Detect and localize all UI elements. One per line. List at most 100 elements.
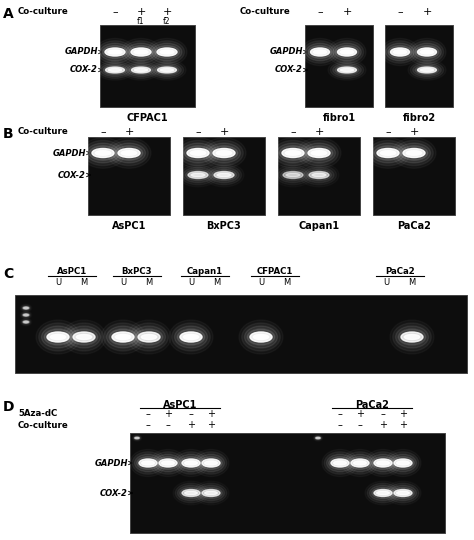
- Ellipse shape: [316, 437, 320, 438]
- Ellipse shape: [135, 437, 139, 438]
- Ellipse shape: [198, 485, 225, 501]
- Text: Capan1: Capan1: [299, 221, 339, 231]
- Ellipse shape: [208, 143, 240, 163]
- Ellipse shape: [183, 167, 213, 183]
- Text: –: –: [189, 409, 193, 419]
- Ellipse shape: [159, 459, 177, 467]
- Ellipse shape: [395, 140, 433, 166]
- Ellipse shape: [333, 43, 361, 61]
- Ellipse shape: [155, 454, 182, 472]
- Text: +: +: [219, 127, 228, 137]
- Ellipse shape: [157, 48, 177, 56]
- Ellipse shape: [47, 332, 69, 342]
- Ellipse shape: [313, 50, 327, 54]
- Ellipse shape: [335, 65, 359, 75]
- Ellipse shape: [23, 321, 29, 323]
- Ellipse shape: [395, 326, 428, 348]
- Ellipse shape: [160, 69, 173, 71]
- Ellipse shape: [276, 143, 310, 163]
- Ellipse shape: [330, 41, 364, 63]
- Ellipse shape: [139, 459, 157, 467]
- Text: Co-culture: Co-culture: [18, 127, 69, 136]
- Text: PaCa2: PaCa2: [355, 400, 389, 410]
- Ellipse shape: [157, 67, 176, 73]
- Ellipse shape: [180, 332, 202, 342]
- Ellipse shape: [109, 329, 137, 345]
- Ellipse shape: [370, 485, 396, 501]
- Ellipse shape: [398, 329, 426, 345]
- Text: CFPAC1: CFPAC1: [257, 267, 293, 276]
- Ellipse shape: [401, 332, 423, 342]
- Ellipse shape: [24, 321, 28, 322]
- Ellipse shape: [73, 332, 95, 342]
- Bar: [373, 137, 455, 215]
- Ellipse shape: [180, 488, 202, 498]
- Ellipse shape: [418, 67, 437, 73]
- Ellipse shape: [153, 63, 181, 77]
- Text: +: +: [422, 7, 432, 17]
- Ellipse shape: [397, 491, 410, 495]
- Ellipse shape: [44, 329, 72, 345]
- Ellipse shape: [216, 151, 232, 156]
- Ellipse shape: [390, 485, 417, 501]
- Text: +: +: [379, 420, 387, 430]
- Ellipse shape: [331, 459, 349, 467]
- Text: M: M: [409, 278, 416, 287]
- Text: f2: f2: [163, 17, 171, 26]
- Ellipse shape: [185, 170, 210, 180]
- Ellipse shape: [308, 45, 332, 58]
- Ellipse shape: [179, 140, 217, 166]
- Ellipse shape: [397, 461, 410, 465]
- Ellipse shape: [217, 173, 231, 177]
- Ellipse shape: [67, 326, 100, 348]
- Ellipse shape: [177, 454, 204, 472]
- Ellipse shape: [202, 489, 220, 496]
- Text: COX-2: COX-2: [70, 65, 98, 75]
- Ellipse shape: [112, 143, 146, 163]
- Text: A: A: [3, 7, 14, 21]
- Text: fibro1: fibro1: [322, 113, 356, 123]
- Text: +: +: [356, 409, 364, 419]
- Ellipse shape: [398, 143, 430, 163]
- Text: Co-culture: Co-culture: [240, 7, 291, 16]
- Text: BxPC3: BxPC3: [122, 267, 152, 276]
- Ellipse shape: [415, 65, 439, 75]
- Ellipse shape: [103, 65, 127, 75]
- Ellipse shape: [182, 489, 200, 496]
- Text: +: +: [314, 127, 324, 137]
- Ellipse shape: [98, 41, 133, 63]
- Text: U: U: [55, 278, 61, 287]
- Ellipse shape: [420, 69, 434, 71]
- Ellipse shape: [188, 172, 208, 179]
- Ellipse shape: [337, 67, 356, 73]
- Ellipse shape: [23, 314, 29, 316]
- Ellipse shape: [392, 488, 414, 498]
- Text: –: –: [290, 127, 296, 137]
- Ellipse shape: [205, 461, 217, 465]
- Text: –: –: [165, 420, 171, 430]
- Ellipse shape: [39, 323, 77, 351]
- Text: –: –: [337, 420, 342, 430]
- Text: GAPDH: GAPDH: [64, 48, 98, 57]
- Ellipse shape: [337, 67, 356, 73]
- Ellipse shape: [309, 172, 329, 179]
- Ellipse shape: [210, 146, 238, 160]
- Text: 5Aza-dC: 5Aza-dC: [18, 409, 57, 418]
- Ellipse shape: [183, 334, 199, 340]
- Ellipse shape: [24, 314, 28, 315]
- Ellipse shape: [281, 170, 306, 180]
- Ellipse shape: [286, 173, 300, 177]
- Ellipse shape: [202, 459, 220, 467]
- Ellipse shape: [308, 148, 330, 158]
- Ellipse shape: [205, 491, 217, 495]
- Ellipse shape: [152, 43, 182, 61]
- Ellipse shape: [310, 48, 329, 56]
- Bar: [278, 137, 360, 215]
- Ellipse shape: [198, 454, 225, 472]
- Ellipse shape: [372, 143, 404, 163]
- Ellipse shape: [134, 69, 147, 71]
- Bar: [15, 295, 467, 373]
- Ellipse shape: [185, 491, 197, 495]
- Bar: [100, 25, 195, 107]
- Ellipse shape: [394, 489, 412, 496]
